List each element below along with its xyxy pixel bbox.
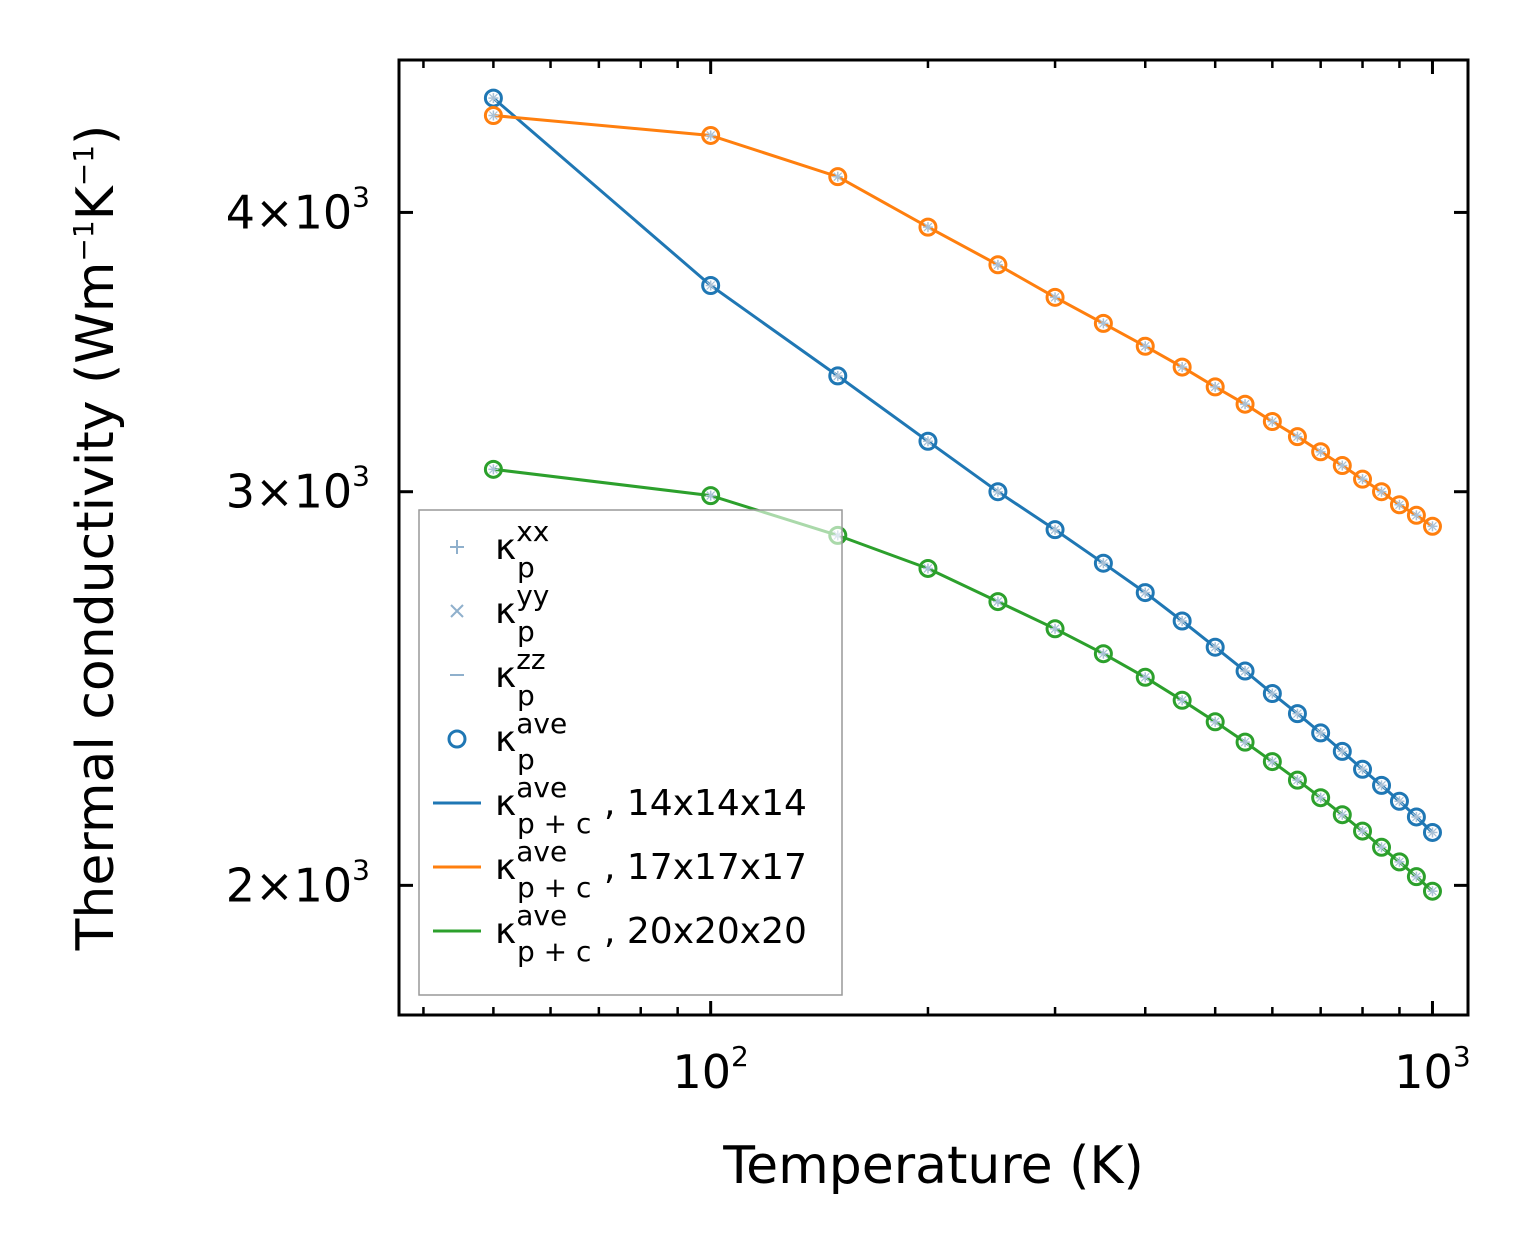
legend-label: κave p + c, 17x17x17: [495, 835, 807, 904]
data-point: [1372, 775, 1392, 795]
data-point: [1353, 821, 1373, 841]
data-point: [1406, 505, 1426, 525]
data-point: [1135, 583, 1155, 603]
legend-label: κxx p: [495, 515, 549, 584]
legend-box: [418, 509, 843, 996]
data-point: [1093, 313, 1113, 333]
legend-entry: κave p + c, 17x17x17: [433, 835, 807, 904]
data-point: [1406, 867, 1426, 887]
data-point: [483, 105, 503, 125]
data-point: [1172, 690, 1192, 710]
legend-label: κyy p: [495, 579, 549, 648]
data-point: [483, 459, 503, 479]
legend-label: κave p + c, 14x14x14: [495, 771, 807, 840]
data-point: [1287, 427, 1307, 447]
data-point: [1287, 770, 1307, 790]
legend-entry: κxx p: [450, 515, 549, 584]
data-point: [1422, 822, 1442, 842]
series-20x20x20: [483, 459, 1442, 901]
series-layer: [483, 88, 1442, 901]
data-point: [1172, 611, 1192, 631]
data-point: [988, 482, 1008, 502]
data-point: [1372, 837, 1392, 857]
data-point: [828, 167, 848, 187]
legend-label: κzz p: [495, 643, 546, 712]
y-tick-label: 3×103: [226, 460, 370, 519]
x-axis-label: Temperature (K): [722, 1136, 1144, 1196]
data-point: [918, 217, 938, 237]
legend-entry: κzz p: [450, 643, 546, 712]
data-point: [1205, 377, 1225, 397]
y-axis-label-sup1: −1: [67, 220, 100, 261]
data-point: [918, 431, 938, 451]
data-point: [1406, 807, 1426, 827]
plot-frame: [397, 58, 1470, 1017]
x-tick-label: 103: [1394, 1040, 1470, 1099]
data-point: [1205, 637, 1225, 657]
legend-entry: κave p: [447, 707, 567, 776]
series-17x17x17: [483, 105, 1442, 536]
data-point: [1389, 852, 1409, 872]
data-point: [1045, 287, 1065, 307]
legend-label: κave p + c, 20x20x20: [495, 899, 807, 968]
data-point: [828, 366, 848, 386]
data-point: [1372, 482, 1392, 502]
data-point: [1093, 644, 1113, 664]
data-point: [1332, 456, 1352, 476]
data-point: [1311, 442, 1331, 462]
data-point: [1353, 759, 1373, 779]
data-point: [701, 275, 721, 295]
data-point: [918, 558, 938, 578]
y-tick-label: 2×103: [226, 853, 370, 912]
y-axis-label-main: Thermal conductivity (Wm: [66, 262, 126, 952]
data-point: [701, 486, 721, 506]
data-point: [1135, 667, 1155, 687]
data-point: [1389, 791, 1409, 811]
x-tick-label: 102: [672, 1040, 748, 1099]
data-point: [1311, 723, 1331, 743]
data-point: [1311, 788, 1331, 808]
legend-entry: κave p + c, 20x20x20: [433, 899, 807, 968]
data-point: [1262, 752, 1282, 772]
data-point: [1353, 469, 1373, 489]
data-point: [1262, 412, 1282, 432]
data-point: [988, 592, 1008, 612]
legend-entry: κyy p: [450, 579, 549, 648]
legend-label: κave p: [495, 707, 567, 776]
data-point: [1287, 704, 1307, 724]
data-point: [1235, 732, 1255, 752]
series-14x14x14: [483, 88, 1442, 842]
legend-entry: κave p + c, 14x14x14: [433, 771, 807, 840]
data-point: [1172, 357, 1192, 377]
data-point: [1332, 805, 1352, 825]
data-point: [1235, 394, 1255, 414]
y-axis-label-sup2: −1: [67, 145, 100, 186]
data-point: [1422, 881, 1442, 901]
y-tick-label: 4×103: [226, 180, 370, 239]
data-point: [1135, 336, 1155, 356]
y-axis-label: Thermal conductivity (Wm−1K−1): [66, 125, 126, 952]
ticks-layer: 102 103 2×103 3×103 4×103: [226, 60, 1471, 1099]
data-point: [701, 125, 721, 145]
series-line-17x17x17: [493, 114, 1434, 528]
data-point: [988, 255, 1008, 275]
data-point: [1332, 741, 1352, 761]
data-point: [1389, 495, 1409, 515]
y-axis-label-mid: K: [66, 184, 126, 220]
data-point: [1045, 520, 1065, 540]
data-point: [1205, 712, 1225, 732]
data-point: [1045, 619, 1065, 639]
data-point: [1235, 661, 1255, 681]
data-point: [1422, 516, 1442, 536]
data-point: [1093, 553, 1113, 573]
y-axis-label-end: ): [66, 125, 126, 145]
circle-marker: [447, 729, 467, 749]
data-point: [1262, 684, 1282, 704]
